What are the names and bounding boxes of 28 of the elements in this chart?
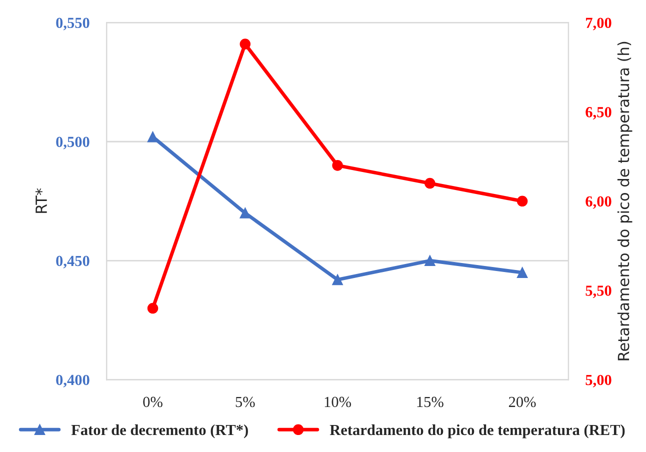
y2-tick-label: 6,50 — [586, 107, 612, 120]
point — [424, 255, 436, 266]
legend-label: Fator de decremento (RT*) — [71, 424, 248, 438]
y-tick-label: 0,450 — [56, 256, 90, 268]
point — [240, 208, 251, 218]
legend-label: Retardamento do pico de temperatura (RET) — [330, 424, 625, 438]
point — [147, 131, 158, 142]
y-tick-label: 0,550 — [56, 18, 90, 30]
y2-tick-label: 6,00 — [586, 196, 612, 209]
point — [424, 178, 436, 189]
x-tick-label: 20% — [508, 396, 536, 408]
y-tick-label: 0,400 — [56, 374, 90, 388]
x-tick-label: 5% — [236, 396, 255, 408]
point — [240, 38, 251, 50]
y2-axis-title: Retardamento do pico de temperatura (h) — [617, 42, 632, 360]
point — [332, 274, 343, 286]
point — [516, 196, 528, 207]
y-tick-label: 0,500 — [56, 136, 90, 150]
x-tick-label: 0% — [143, 396, 162, 408]
y2-tick-label: 7,00 — [586, 18, 612, 30]
x-tick-label: 10% — [324, 396, 352, 408]
y2-tick-label: 5,50 — [586, 286, 612, 298]
point — [147, 302, 158, 314]
point — [332, 160, 343, 171]
x-tick-label: 15% — [417, 396, 444, 408]
point — [516, 267, 528, 278]
y-axis-title: RT* — [35, 188, 47, 213]
y2-tick-label: 5,00 — [586, 374, 612, 388]
